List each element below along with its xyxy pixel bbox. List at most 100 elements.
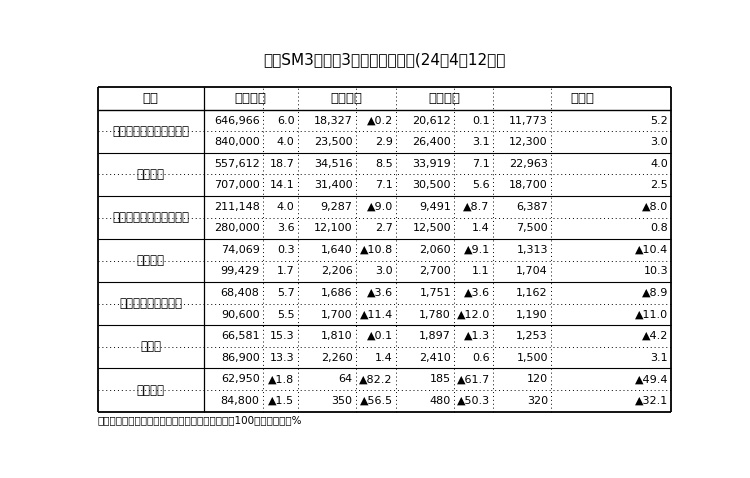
Text: 14.1: 14.1	[270, 180, 295, 190]
Text: 185: 185	[430, 374, 451, 384]
Text: ▲0.2: ▲0.2	[367, 116, 393, 126]
Text: ▲8.7: ▲8.7	[464, 202, 490, 212]
Text: 1,500: 1,500	[517, 353, 548, 363]
Text: 経常利益: 経常利益	[428, 92, 460, 105]
Text: ▲12.0: ▲12.0	[457, 310, 490, 319]
Text: 12,500: 12,500	[413, 223, 451, 233]
Text: ▲49.4: ▲49.4	[634, 374, 668, 384]
Text: 2,410: 2,410	[419, 353, 451, 363]
Text: 4.0: 4.0	[650, 159, 668, 169]
Text: ▲4.2: ▲4.2	[642, 331, 668, 341]
Text: ▲8.9: ▲8.9	[642, 288, 668, 298]
Text: ▲1.5: ▲1.5	[268, 396, 295, 406]
Text: ヤオコー: ヤオコー	[136, 168, 165, 181]
Text: ▲3.6: ▲3.6	[367, 288, 393, 298]
Text: ▲1.3: ▲1.3	[464, 331, 490, 341]
Text: ▲0.1: ▲0.1	[367, 331, 393, 341]
Text: 86,900: 86,900	[220, 353, 260, 363]
Text: 1,897: 1,897	[419, 331, 451, 341]
Text: 90,600: 90,600	[221, 310, 260, 319]
Text: 2,206: 2,206	[321, 266, 352, 276]
Text: ▲82.2: ▲82.2	[359, 374, 393, 384]
Text: ▲11.0: ▲11.0	[635, 310, 668, 319]
Text: 2.7: 2.7	[375, 223, 393, 233]
Text: 74,069: 74,069	[220, 245, 260, 255]
Text: 0.1: 0.1	[472, 116, 490, 126]
Text: 22,963: 22,963	[509, 159, 548, 169]
Text: 1,700: 1,700	[321, 310, 352, 319]
Text: 31,400: 31,400	[314, 180, 352, 190]
Text: 6,387: 6,387	[516, 202, 548, 212]
Text: アクシアルリテイリング: アクシアルリテイリング	[112, 211, 189, 224]
Text: 0.3: 0.3	[277, 245, 295, 255]
Text: 120: 120	[526, 374, 548, 384]
Text: 34,516: 34,516	[314, 159, 352, 169]
Text: アルビス: アルビス	[136, 254, 165, 267]
Text: 9,491: 9,491	[419, 202, 451, 212]
Text: 10.3: 10.3	[644, 266, 668, 276]
Text: 18,327: 18,327	[314, 116, 352, 126]
Text: 9,287: 9,287	[320, 202, 352, 212]
Text: 連結ベース、上段が実績、下段が通期予想、単位100万円、増減率%: 連結ベース、上段が実績、下段が通期予想、単位100万円、増減率%	[98, 415, 302, 425]
Text: 純利益: 純利益	[570, 92, 594, 105]
Text: 12,300: 12,300	[509, 137, 548, 147]
Text: 1,686: 1,686	[321, 288, 352, 298]
Text: 13.3: 13.3	[270, 353, 295, 363]
Text: 3.1: 3.1	[650, 353, 668, 363]
Text: 211,148: 211,148	[214, 202, 260, 212]
Text: 66,581: 66,581	[221, 331, 260, 341]
Text: 84,800: 84,800	[220, 396, 260, 406]
Text: バローホールディングス: バローホールディングス	[112, 125, 189, 138]
Text: ヤマナカ: ヤマナカ	[136, 383, 165, 396]
Text: 1.4: 1.4	[472, 223, 490, 233]
Text: 7.1: 7.1	[375, 180, 393, 190]
Text: ▲56.5: ▲56.5	[360, 396, 393, 406]
Text: 1,780: 1,780	[419, 310, 451, 319]
Text: 30,500: 30,500	[413, 180, 451, 190]
Text: 2,260: 2,260	[321, 353, 352, 363]
Text: 7,500: 7,500	[516, 223, 548, 233]
Text: 18.7: 18.7	[269, 159, 295, 169]
Text: 3.0: 3.0	[650, 137, 668, 147]
Text: 6.0: 6.0	[277, 116, 295, 126]
Text: 1.4: 1.4	[375, 353, 393, 363]
Text: 707,000: 707,000	[214, 180, 260, 190]
Text: ▲9.1: ▲9.1	[464, 245, 490, 255]
Text: 320: 320	[526, 396, 548, 406]
Text: 26,400: 26,400	[413, 137, 451, 147]
Text: ▲9.0: ▲9.0	[367, 202, 393, 212]
Text: 1.1: 1.1	[472, 266, 490, 276]
Text: 1,253: 1,253	[516, 331, 548, 341]
Text: 840,000: 840,000	[214, 137, 260, 147]
Text: 4.0: 4.0	[277, 202, 295, 212]
Text: ▲10.4: ▲10.4	[634, 245, 668, 255]
Text: 上場SM3月期第3四半期累計業績(24年4〜12月）: 上場SM3月期第3四半期累計業績(24年4〜12月）	[263, 53, 506, 67]
Text: 23,500: 23,500	[314, 137, 352, 147]
Text: 1,313: 1,313	[517, 245, 548, 255]
Text: 2,060: 2,060	[419, 245, 451, 255]
Text: 3.6: 3.6	[277, 223, 295, 233]
Text: ▲1.8: ▲1.8	[268, 374, 295, 384]
Text: 99,429: 99,429	[220, 266, 260, 276]
Text: ▲11.4: ▲11.4	[360, 310, 393, 319]
Text: ▲32.1: ▲32.1	[634, 396, 668, 406]
Text: 2.5: 2.5	[650, 180, 668, 190]
Text: 5.5: 5.5	[277, 310, 295, 319]
Text: ▲50.3: ▲50.3	[457, 396, 490, 406]
Text: ▲61.7: ▲61.7	[457, 374, 490, 384]
Text: 480: 480	[430, 396, 451, 406]
Text: 18,700: 18,700	[509, 180, 548, 190]
Text: 営業利益: 営業利益	[331, 92, 363, 105]
Text: 11,773: 11,773	[509, 116, 548, 126]
Text: マキヤ: マキヤ	[140, 340, 161, 353]
Text: ▲3.6: ▲3.6	[464, 288, 490, 298]
Text: 1,162: 1,162	[516, 288, 548, 298]
Text: 64: 64	[338, 374, 352, 384]
Text: 5.6: 5.6	[472, 180, 490, 190]
Text: 350: 350	[332, 396, 352, 406]
Text: 3.0: 3.0	[375, 266, 393, 276]
Text: 1.7: 1.7	[277, 266, 295, 276]
Text: 4.0: 4.0	[277, 137, 295, 147]
Text: 557,612: 557,612	[214, 159, 260, 169]
Text: 5.7: 5.7	[277, 288, 295, 298]
